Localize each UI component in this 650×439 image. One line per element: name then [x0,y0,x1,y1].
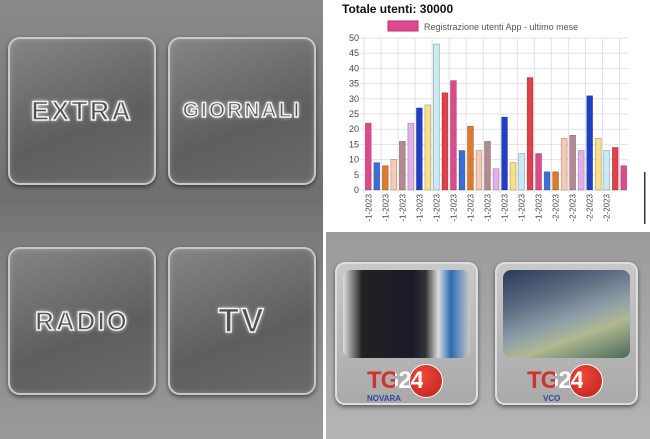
bar [535,153,542,191]
channel-tile-novara[interactable]: TG24 NOVARA [335,262,478,405]
x-tick-label: -1-2023 [449,193,458,221]
bar [586,95,593,191]
bar [611,147,619,191]
bar [450,80,457,191]
chart-title: Totale utenti: 30000 [342,2,453,16]
tile-label: EXTRA [30,95,133,127]
y-tick-label: 50 [349,33,359,43]
menu-tile-radio[interactable]: RADIO [8,247,156,395]
bar [416,107,423,191]
tg24-logo: TG24 NOVARA [337,362,476,404]
bar [560,138,568,191]
bar [484,141,491,191]
channel-sub: VCO [543,394,561,403]
menu-tile-giornali[interactable]: GIORNALI [168,37,316,185]
y-tick-label: 15 [349,139,359,149]
y-tick-label: 10 [349,155,359,165]
bar [509,162,517,191]
y-tick-label: 35 [349,79,359,89]
legend-swatch [387,20,419,32]
logo-text: TG24 [527,367,584,394]
x-tick-label: -1-2023 [483,193,492,221]
channel-tile-vco[interactable]: TG24 VCO [495,262,638,405]
scrollbar[interactable] [644,172,646,224]
bar [577,150,585,191]
bar [518,153,525,191]
bar [458,150,466,191]
y-tick-label: 0 [354,185,359,195]
bar [620,165,628,191]
bar [543,171,551,191]
y-tick-label: 20 [349,124,359,134]
camera-photo [343,270,470,358]
bar-chart: Totale utenti: 30000 Registrazione utent… [342,2,646,224]
menu-tile-extra[interactable]: EXTRA [8,37,156,185]
x-tick-label: -1-2023 [364,193,373,221]
x-tick-label: -1-2023 [415,193,424,221]
tile-label: RADIO [34,305,129,337]
bar [501,116,508,191]
bar [467,125,474,191]
bar [433,43,440,191]
bar [526,77,534,191]
stats-screen: Totale utenti: 30000 Registrazione utent… [330,0,650,230]
main-menu-screen: EXTRA GIORNALI RADIO TV [0,0,323,439]
menu-tile-tv[interactable]: TV [168,247,316,395]
x-tick-label: -1-2023 [466,193,475,221]
bar [594,138,602,191]
y-tick-label: 40 [349,63,359,73]
x-tick-label: -1-2023 [535,193,544,221]
bar [441,92,449,191]
bar [492,168,500,191]
legend-label: Registrazione utenti App - ultimo mese [424,22,578,32]
x-tick-label: -1-2023 [518,193,527,221]
bar [424,104,432,191]
x-tick-label: -2-2023 [569,193,578,221]
bar [569,134,576,191]
x-tick-label: -2-2023 [603,193,612,221]
x-tick-label: -1-2023 [381,193,390,221]
bar [399,141,406,191]
bar [382,165,389,191]
y-tick-label: 5 [354,170,359,180]
bar [603,150,610,191]
bar [364,122,372,191]
logo-circle [409,364,443,398]
mixer-photo [503,270,630,358]
tg24-logo: TG24 VCO [497,362,636,404]
logo-circle [569,364,603,398]
bar [390,159,398,191]
channels-screen: TG24 NOVARA TG24 VCO [326,232,650,439]
bar [552,171,559,191]
tile-label: GIORNALI [182,98,302,123]
bar [407,122,415,191]
bar [373,162,381,191]
x-tick-label: -1-2023 [398,193,407,221]
logo-text: TG24 [367,367,424,394]
channel-sub: NOVARA [367,394,402,403]
y-tick-label: 45 [349,48,359,58]
bar [475,150,483,191]
x-tick-label: -1-2023 [432,193,441,221]
x-tick-label: -2-2023 [586,193,595,221]
tile-label: TV [218,301,266,341]
y-tick-label: 30 [349,94,359,104]
y-tick-label: 25 [349,109,359,119]
x-tick-label: -1-2023 [501,193,510,221]
x-tick-label: -2-2023 [552,193,561,221]
